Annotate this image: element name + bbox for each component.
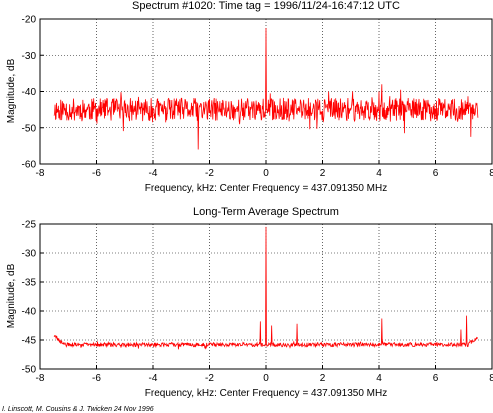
y-tick-label: -30 — [22, 249, 37, 260]
y-tick-label: -30 — [22, 51, 37, 62]
x-tick-label: -2 — [205, 168, 214, 179]
x-axis-label: Frequency, kHz: Center Frequency = 437.0… — [145, 183, 387, 194]
spectrum-line — [53, 28, 479, 150]
y-axis-ticks: -50 -45 -40 -35 -30 -25 — [22, 220, 44, 376]
x-tick-label: -6 — [92, 373, 101, 384]
y-tick-label: -20 — [22, 15, 37, 26]
x-axis-ticks: -8 -6 -4 -2 0 2 4 6 8 — [36, 365, 493, 384]
y-tick-label: -50 — [22, 123, 37, 134]
x-tick-label: 4 — [376, 373, 382, 384]
y-tick-label: -60 — [22, 160, 37, 171]
x-tick-label: -6 — [92, 168, 101, 179]
spectrum-panel: Spectrum #1020: Time tag = 1996/11/24-16… — [6, 0, 493, 194]
x-axis-ticks: -8 -6 -4 -2 0 2 4 6 8 — [36, 160, 493, 179]
x-tick-label: 0 — [263, 373, 269, 384]
x-tick-label: 6 — [433, 168, 439, 179]
y-tick-label: -40 — [22, 307, 37, 318]
y-axis-label: Magnitude, dB — [6, 58, 17, 123]
spectrum-series — [53, 28, 479, 150]
y-tick-label: -25 — [22, 220, 37, 231]
y-tick-label: -40 — [22, 87, 37, 98]
x-tick-label: -4 — [149, 373, 158, 384]
x-tick-label: 2 — [320, 373, 326, 384]
x-tick-label: 2 — [320, 168, 326, 179]
x-tick-label: 6 — [433, 373, 439, 384]
y-tick-label: -35 — [22, 278, 37, 289]
x-tick-label: -8 — [36, 373, 45, 384]
x-tick-label: 8 — [489, 168, 493, 179]
credit-line: I. Linscott, M. Cousins & J. Twicken 24 … — [2, 406, 154, 413]
spectrum-line — [53, 226, 479, 350]
x-tick-label: -2 — [205, 373, 214, 384]
y-axis-label: Magnitude, dB — [6, 263, 17, 328]
chart-title: Spectrum #1020: Time tag = 1996/11/24-16… — [132, 0, 400, 12]
y-tick-label: -45 — [22, 336, 37, 347]
y-axis-ticks: -60 -50 -40 -30 -20 — [22, 15, 44, 171]
spectrum-series — [53, 226, 479, 350]
x-tick-label: -4 — [149, 168, 158, 179]
x-tick-label: -8 — [36, 168, 45, 179]
y-tick-label: -50 — [22, 365, 37, 376]
x-tick-label: 8 — [489, 373, 493, 384]
average-spectrum-panel: Long-Term Average Spectrum -8 -6 -4 -2 0 2 4 6 8… — [6, 206, 493, 399]
chart-title: Long-Term Average Spectrum — [193, 206, 339, 218]
x-axis-label: Frequency, kHz: Center Frequency = 437.0… — [145, 388, 387, 399]
x-tick-label: 0 — [263, 168, 269, 179]
x-tick-label: 4 — [376, 168, 382, 179]
